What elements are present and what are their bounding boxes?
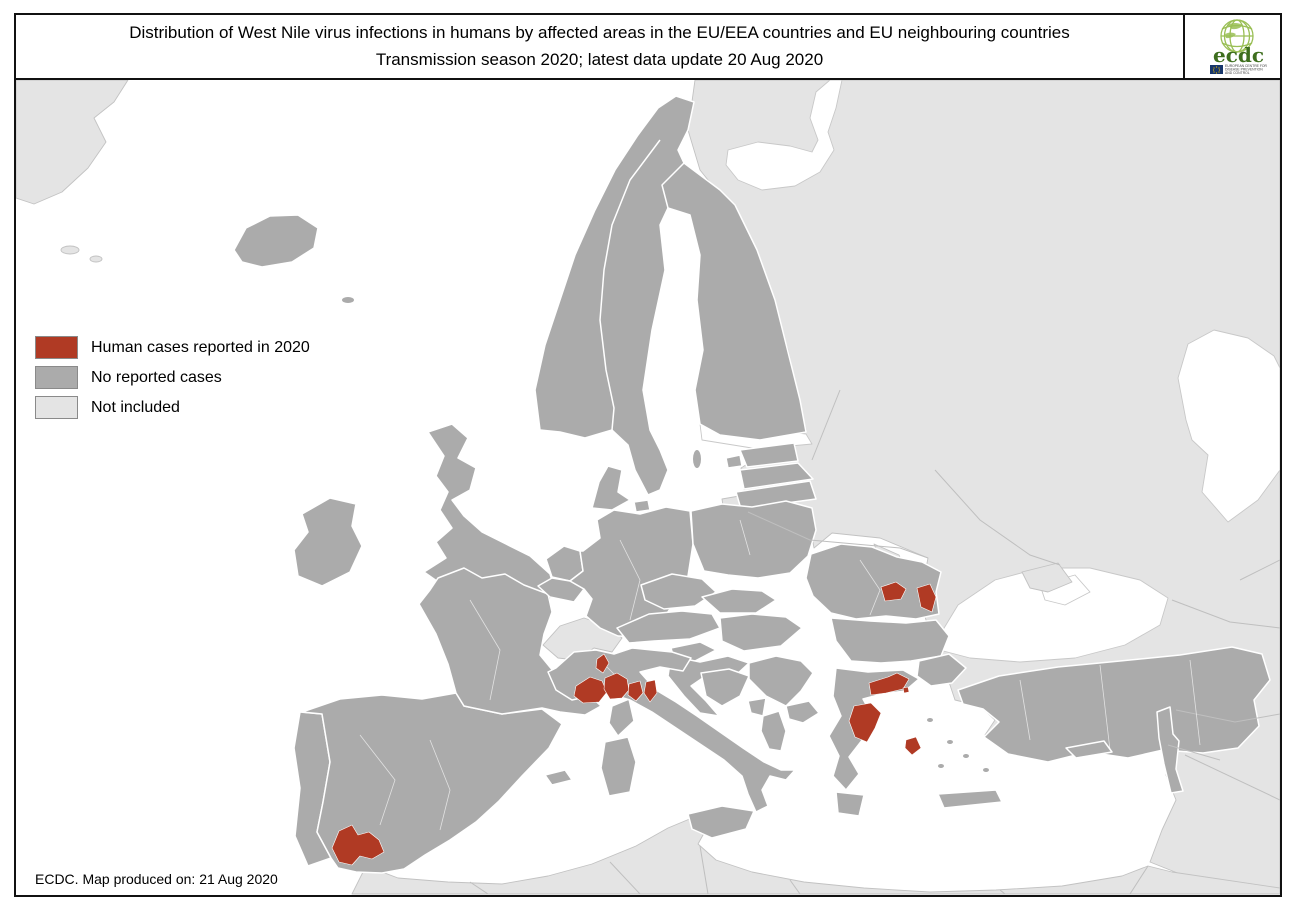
country-romania	[805, 543, 942, 620]
legend-label-not-included: Not included	[91, 398, 180, 416]
logo-caption: EUROPEAN CENTRE FOR DISEASE PREVENTION A…	[1225, 64, 1268, 75]
country-denmark	[591, 465, 631, 511]
title-bar: Distribution of West Nile virus infectio…	[16, 15, 1280, 80]
country-hungary	[719, 613, 803, 652]
scandinavian-peninsula	[534, 95, 807, 496]
lebanon-israel-strip	[1156, 706, 1184, 794]
country-ireland	[293, 497, 363, 587]
legend-item-no-cases: No reported cases	[35, 366, 310, 389]
legend-item-not-included: Not included	[35, 396, 310, 419]
affected-area	[603, 672, 630, 700]
europe-map	[16, 80, 1280, 895]
norway-sweden-border	[599, 139, 661, 431]
affected-area	[880, 581, 907, 602]
peloponnese	[835, 791, 865, 817]
country-montenegro	[747, 697, 767, 717]
country-serbia	[748, 655, 814, 707]
legend-label-cases: Human cases reported in 2020	[91, 338, 310, 356]
legend-label-no-cases: No reported cases	[91, 368, 222, 386]
not-included-borders	[469, 389, 1280, 895]
country-iceland	[233, 214, 319, 268]
country-north-macedonia	[785, 700, 820, 724]
legend-swatch-not-included	[35, 396, 78, 419]
sicily	[687, 805, 755, 839]
corsica	[608, 698, 635, 737]
gotland	[693, 450, 701, 468]
country-greece	[828, 667, 920, 791]
affected-area	[848, 702, 882, 743]
country-poland	[690, 500, 817, 579]
country-bosnia	[700, 668, 750, 707]
page-title: Distribution of West Nile virus infectio…	[16, 15, 1183, 78]
affected-area	[902, 686, 910, 694]
affected-areas-layer	[331, 581, 937, 866]
affected-area	[595, 653, 610, 674]
legend-item-cases: Human cases reported in 2020	[35, 336, 310, 359]
country-albania	[760, 710, 787, 752]
region-greenland	[16, 80, 129, 205]
title-line-1: Distribution of West Nile virus infectio…	[129, 23, 1070, 43]
globe-continents	[1224, 22, 1243, 38]
logo-acronym: ecdc	[1213, 43, 1264, 67]
legend-swatch-no-cases	[35, 366, 78, 389]
legend-swatch-cases	[35, 336, 78, 359]
affected-area	[916, 583, 937, 613]
turkey-thrace	[916, 653, 967, 687]
country-latvia	[739, 462, 814, 490]
sardinia	[600, 736, 637, 797]
affected-area	[904, 736, 922, 756]
ecdc-logo: ecdc EUROPEAN CENTRE FOR DISEASE PREVENT…	[1183, 15, 1280, 78]
country-austria	[616, 610, 721, 644]
country-bulgaria	[830, 617, 950, 664]
cyprus	[1065, 740, 1113, 759]
map-legend: Human cases reported in 2020 No reported…	[35, 336, 310, 426]
affected-area	[573, 676, 608, 704]
crete	[937, 789, 1003, 809]
denmark-islands	[633, 499, 651, 513]
balearic-islands	[544, 769, 573, 786]
affected-area	[627, 680, 644, 702]
country-estonia	[739, 442, 799, 468]
faroe-islands	[342, 297, 354, 303]
title-line-2: Transmission season 2020; latest data up…	[375, 49, 824, 69]
estonia-islands	[725, 454, 743, 469]
eu-flag-icon	[1209, 64, 1223, 74]
region-crimea	[1021, 562, 1073, 593]
finland-sweden-border	[661, 162, 685, 209]
white-sea	[725, 80, 843, 191]
affected-area	[643, 679, 658, 703]
map-frame: Distribution of West Nile virus infectio…	[14, 13, 1282, 897]
ecdc-logo-icon: ecdc EUROPEAN CENTRE FOR DISEASE PREVENT…	[1209, 18, 1268, 75]
caspian-sea	[1177, 329, 1280, 523]
black-sea	[931, 567, 1169, 663]
affected-area	[868, 672, 910, 696]
country-slovakia	[701, 588, 777, 614]
map-source-note: ECDC. Map produced on: 21 Aug 2020	[35, 871, 278, 887]
map-area: Human cases reported in 2020 No reported…	[16, 80, 1280, 895]
affected-area	[331, 824, 385, 866]
country-lithuania	[735, 480, 817, 510]
region-north-africa	[351, 817, 1280, 895]
